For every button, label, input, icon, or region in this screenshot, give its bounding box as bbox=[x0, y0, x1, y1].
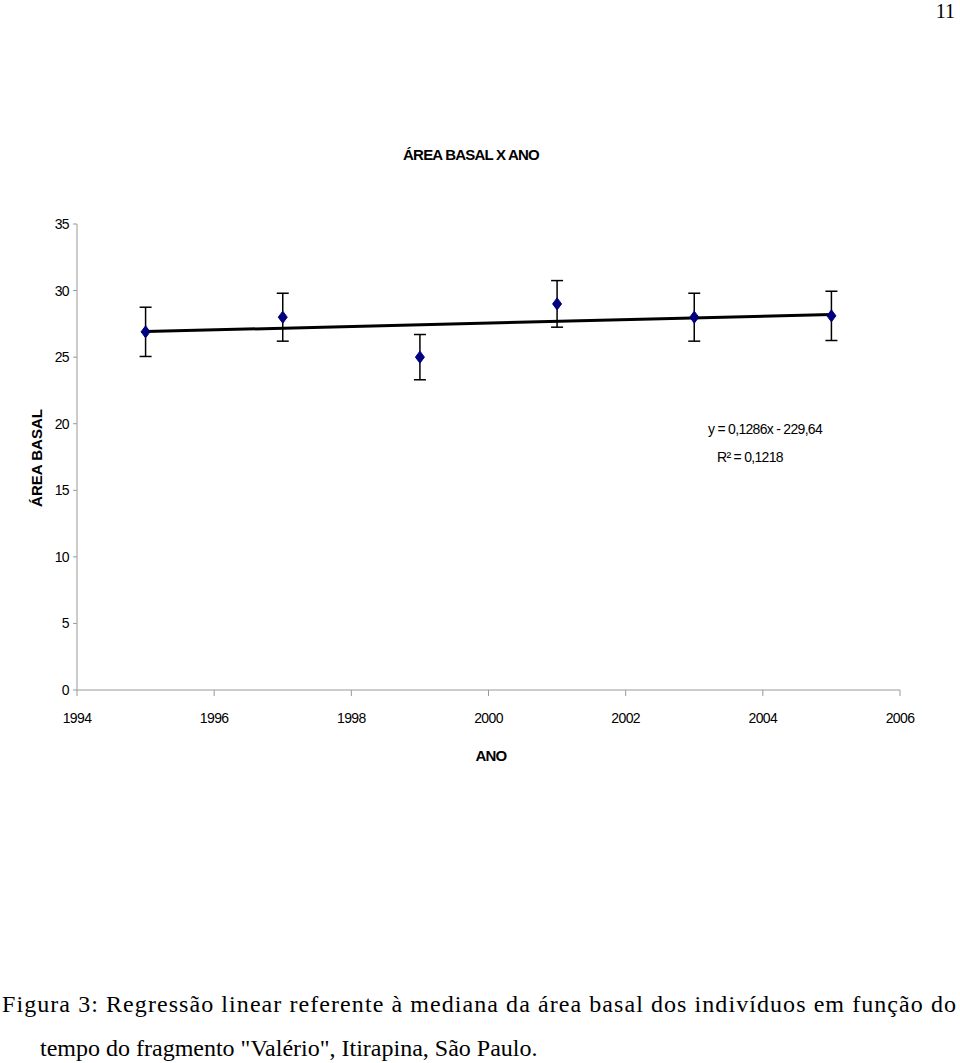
page: 11 ÁREA BASAL X ANO 0 5 10 15 20 25 30 35 1994 1996… bbox=[0, 0, 960, 1063]
x-axis-label: ANO bbox=[476, 747, 508, 764]
error-cap bbox=[414, 379, 426, 381]
data-point bbox=[690, 311, 699, 323]
error-bar bbox=[414, 335, 426, 380]
error-bar bbox=[551, 281, 563, 328]
error-cap bbox=[688, 340, 700, 342]
error-bar bbox=[825, 291, 837, 340]
error-cap bbox=[140, 356, 152, 358]
y-tick-label: 25 bbox=[55, 349, 70, 365]
caption-line: Figura 3: Regressão linear referente à m… bbox=[2, 991, 956, 1017]
data-point bbox=[827, 310, 836, 322]
error-bar bbox=[140, 307, 152, 356]
y-tick bbox=[73, 357, 77, 358]
x-tick bbox=[625, 690, 626, 696]
error-cap bbox=[825, 290, 837, 292]
x-tick bbox=[351, 690, 352, 696]
error-cap bbox=[140, 306, 152, 308]
error-cap bbox=[688, 292, 700, 294]
x-tick-label: 2000 bbox=[474, 710, 504, 726]
y-tick bbox=[73, 490, 77, 491]
y-tick-label: 30 bbox=[55, 283, 70, 299]
x-tick bbox=[762, 690, 763, 696]
error-cap bbox=[551, 280, 563, 282]
x-tick-label: 2006 bbox=[886, 710, 916, 726]
y-tick-label: 15 bbox=[55, 482, 70, 498]
trend-r-squared: R² = 0,1218 bbox=[717, 449, 784, 465]
trend-equation: y = 0,1286x - 229,64 bbox=[708, 421, 823, 437]
x-tick bbox=[77, 690, 78, 696]
y-tick bbox=[73, 290, 77, 291]
x-tick-label: 2004 bbox=[748, 710, 778, 726]
x-tick-label: 1996 bbox=[200, 710, 230, 726]
chart-title: ÁREA BASAL X ANO bbox=[403, 146, 540, 163]
data-point bbox=[415, 351, 424, 363]
y-tick-label: 10 bbox=[55, 549, 70, 565]
error-cap bbox=[277, 292, 289, 294]
data-point bbox=[141, 326, 150, 338]
x-tick-label: 1998 bbox=[337, 710, 367, 726]
plot-area bbox=[140, 281, 838, 380]
y-tick bbox=[73, 423, 77, 424]
data-point bbox=[278, 311, 287, 323]
error-bar bbox=[688, 293, 700, 341]
error-cap bbox=[414, 334, 426, 336]
y-tick-label: 5 bbox=[62, 615, 70, 631]
y-axis-label: ÁREA BASAL bbox=[28, 409, 45, 507]
y-tick-label: 0 bbox=[62, 682, 70, 698]
error-cap bbox=[825, 340, 837, 342]
y-axis-line bbox=[77, 224, 78, 690]
y-tick-label: 35 bbox=[55, 216, 70, 232]
data-point bbox=[553, 298, 562, 310]
x-tick bbox=[488, 690, 489, 696]
y-tick bbox=[73, 556, 77, 557]
caption-line: tempo do fragmento "Valério", Itirapina,… bbox=[40, 1035, 537, 1061]
y-tick bbox=[73, 690, 77, 691]
error-cap bbox=[551, 326, 563, 328]
x-tick-label: 2002 bbox=[611, 710, 641, 726]
error-bar bbox=[277, 293, 289, 341]
y-tick-label: 20 bbox=[55, 416, 70, 432]
x-tick bbox=[900, 690, 901, 696]
error-cap bbox=[277, 340, 289, 342]
trendline bbox=[146, 314, 832, 331]
x-tick bbox=[214, 690, 215, 696]
page-number: 11 bbox=[936, 0, 955, 22]
y-tick bbox=[73, 623, 77, 624]
y-tick bbox=[73, 224, 77, 225]
x-tick-label: 1994 bbox=[63, 710, 93, 726]
